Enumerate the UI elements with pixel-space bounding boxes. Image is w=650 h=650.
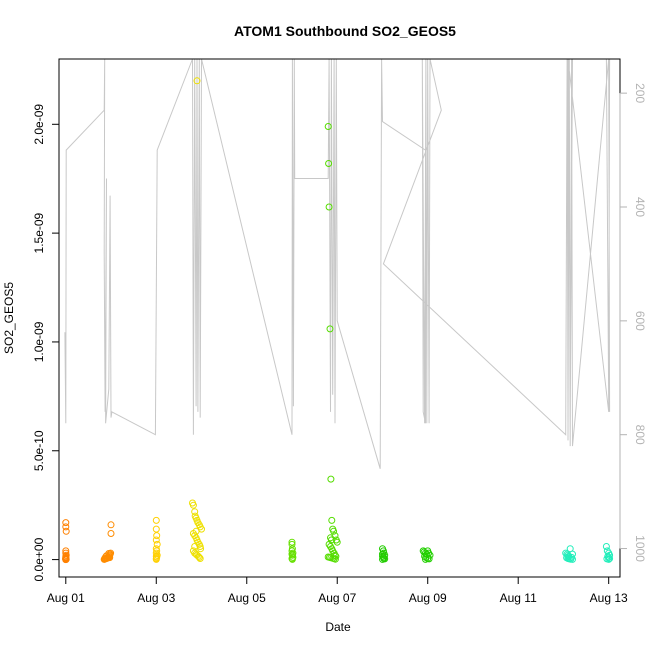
pressure-trace [64,58,611,469]
data-point [327,536,335,544]
data-point [191,508,199,516]
data-point [62,523,70,531]
x-tick-label: Aug 01 [47,591,85,605]
data-point [101,555,109,562]
data-point [195,553,203,561]
data-point [602,543,610,550]
data-point [288,538,296,546]
data-point [379,555,386,563]
data-point [107,530,115,537]
y-tick-label: 2.0e-09 [32,104,46,145]
y-axis-label: SO2_GEOS5 [2,282,16,354]
y-tick-label: 1.5e-09 [32,212,46,253]
data-point [105,550,113,557]
right-tick-label: 1000 [633,535,647,562]
pressure-line [64,58,611,469]
data-point [288,555,296,563]
y-tick-label: 5.0e-10 [32,430,46,471]
data-point [196,555,204,562]
data-point [605,553,613,561]
data-point [327,475,335,483]
data-point [333,538,341,546]
right-tick-label: 800 [633,425,647,445]
data-point [194,552,202,560]
x-tick-label: Aug 11 [500,591,537,605]
data-point [326,325,334,333]
data-point [328,516,336,524]
data-point [106,554,114,562]
data-point [62,527,70,535]
data-point [152,525,160,533]
data-point [152,536,160,544]
data-point [425,555,433,563]
data-point [107,521,115,529]
y-tick-label: 1.0e-09 [32,321,46,362]
x-tick-label: Aug 07 [318,591,356,605]
data-point [193,77,201,85]
data-point [62,556,70,564]
data-point [325,203,333,211]
x-axis-label: Date [325,620,351,634]
right-axis: 200 400 600 800 1000 [619,83,647,562]
data-point [192,527,200,535]
y-axis: 0.0e+00 5.0e-10 1.0e-09 1.5e-09 2.0e-09 [32,104,60,581]
data-point [62,519,70,527]
x-tick-label: Aug 05 [228,591,266,605]
data-point [152,555,160,563]
data-point [422,555,429,563]
data-point [325,160,333,167]
data-point [330,527,338,535]
data-point [152,516,160,524]
right-tick-label: 600 [633,311,647,331]
data-point [153,532,161,540]
right-tick-label: 200 [633,83,647,103]
data-point [324,123,332,130]
points-layer [62,77,614,564]
data-point [331,555,339,563]
x-tick-label: Aug 09 [409,591,447,605]
x-axis: Aug 01 Aug 03 Aug 05 Aug 07 Aug 09 Aug 11 Aug … [47,576,628,605]
right-tick-label: 400 [633,197,647,217]
data-point [605,555,613,563]
data-point [197,545,205,553]
y-tick-label: 0.0e+00 [32,537,46,581]
plot-frame [58,58,621,578]
data-point [153,540,161,548]
chart-title: ATOM1 Southbound SO2_GEOS5 [234,23,456,39]
x-tick-label: Aug 13 [590,591,628,605]
x-tick-label: Aug 03 [137,591,175,605]
data-point [606,555,614,562]
data-point [191,543,199,550]
data-point [189,501,197,509]
data-point [564,553,572,561]
